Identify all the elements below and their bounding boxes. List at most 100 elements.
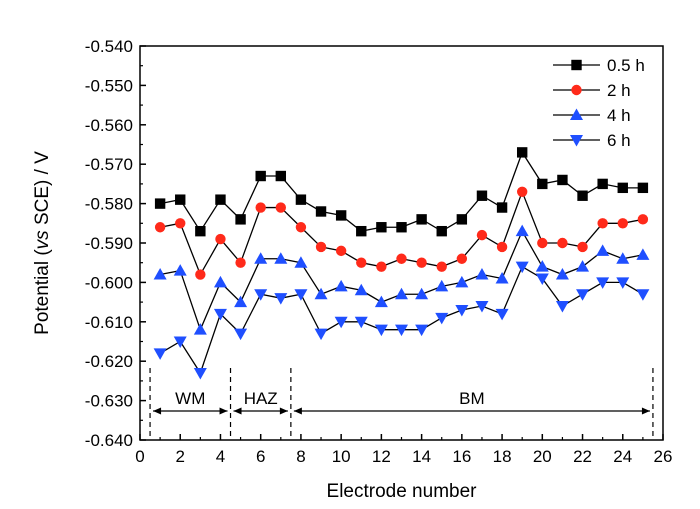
region-arrowhead-right	[279, 407, 288, 415]
y-axis-title: Potential (vs SCE) / V	[32, 151, 53, 335]
data-point	[617, 182, 628, 194]
data-point	[213, 275, 227, 288]
series-4	[153, 261, 650, 380]
data-point	[275, 202, 287, 213]
legend-marker	[570, 135, 583, 147]
legend-label: 0.5 h	[607, 56, 645, 75]
y-axis-title-italic: vs	[32, 230, 53, 250]
data-point	[577, 190, 588, 201]
data-point	[274, 293, 288, 305]
series-line	[159, 150, 643, 233]
data-point	[435, 279, 449, 292]
y-axis-title-part: SCE) / V	[32, 151, 53, 231]
legend: 0.5 h 2 h 4 h 6 h	[553, 56, 645, 150]
data-point	[213, 308, 227, 321]
data-point	[636, 248, 650, 260]
data-point	[537, 178, 548, 190]
x-axis-title: Electrode number	[327, 481, 478, 502]
series-2	[154, 186, 649, 280]
region-arrowhead-right	[641, 407, 650, 415]
series-layer	[153, 147, 650, 380]
legend-label: 4 h	[607, 106, 631, 125]
data-point	[294, 256, 308, 268]
data-point	[436, 261, 447, 272]
data-point	[173, 264, 187, 276]
data-point	[175, 194, 186, 205]
y-tick-label: -0.640	[85, 431, 133, 450]
data-point	[535, 260, 549, 272]
data-point	[335, 210, 347, 221]
data-point	[576, 260, 590, 272]
data-point	[154, 222, 166, 233]
data-point	[455, 275, 469, 288]
region-arrowhead-left	[153, 407, 162, 415]
data-point	[354, 316, 368, 329]
data-point	[476, 229, 488, 241]
region-label: WM	[175, 389, 205, 408]
data-point	[555, 301, 569, 313]
data-point	[396, 222, 407, 233]
y-tick-label: -0.570	[85, 155, 133, 174]
data-point	[516, 186, 528, 197]
region-arrowhead-right	[219, 407, 228, 415]
data-point	[597, 178, 608, 190]
region-arrowhead-left	[233, 407, 242, 415]
region-label-bg	[456, 387, 487, 405]
x-tick-label: 14	[412, 447, 431, 466]
series-line	[159, 229, 644, 332]
x-axis: 0 2 4 6 8 10 12 14 16 18 20 22 24 26	[135, 434, 672, 466]
series-3	[153, 224, 650, 335]
series-1	[154, 147, 649, 237]
data-point	[395, 287, 408, 300]
data-point	[475, 268, 489, 280]
data-point	[215, 194, 226, 205]
data-point	[153, 348, 167, 360]
data-point	[637, 182, 649, 194]
x-tick-label: 24	[613, 447, 632, 466]
data-point	[496, 241, 508, 253]
data-point	[617, 218, 628, 229]
data-point	[435, 312, 449, 325]
data-point	[637, 214, 649, 225]
x-tick-label: 18	[493, 447, 512, 466]
x-tick-label: 12	[372, 447, 391, 466]
data-point	[495, 271, 509, 284]
data-point	[456, 253, 468, 264]
data-point	[334, 279, 348, 292]
data-point	[254, 289, 268, 301]
data-point	[356, 257, 367, 268]
x-tick-label: 26	[654, 447, 673, 466]
data-point	[275, 170, 287, 182]
data-point	[235, 257, 246, 268]
data-point	[334, 316, 348, 329]
data-point	[315, 206, 327, 217]
data-point	[354, 283, 368, 296]
data-point	[516, 147, 528, 158]
data-point	[515, 261, 529, 274]
x-tick-label: 6	[256, 447, 265, 466]
data-point	[535, 273, 549, 285]
data-point	[215, 233, 226, 245]
legend-marker	[571, 59, 582, 71]
y-axis-title-part: Potential (	[32, 249, 53, 335]
data-point	[395, 324, 408, 337]
data-point	[314, 287, 328, 300]
data-point	[154, 198, 166, 209]
data-point	[455, 304, 469, 317]
legend-label: 2 h	[607, 81, 631, 100]
x-tick-label: 20	[533, 447, 552, 466]
data-point	[415, 324, 429, 337]
data-point	[416, 214, 427, 225]
data-point	[555, 268, 569, 280]
legend-marker	[570, 108, 583, 120]
data-point	[597, 218, 608, 229]
data-point	[193, 368, 207, 380]
data-point	[616, 252, 630, 264]
data-point	[335, 245, 347, 257]
data-point	[374, 295, 388, 308]
y-tick-label: -0.590	[85, 234, 133, 253]
data-point	[496, 202, 508, 213]
data-point	[153, 268, 167, 280]
data-point	[456, 214, 468, 225]
